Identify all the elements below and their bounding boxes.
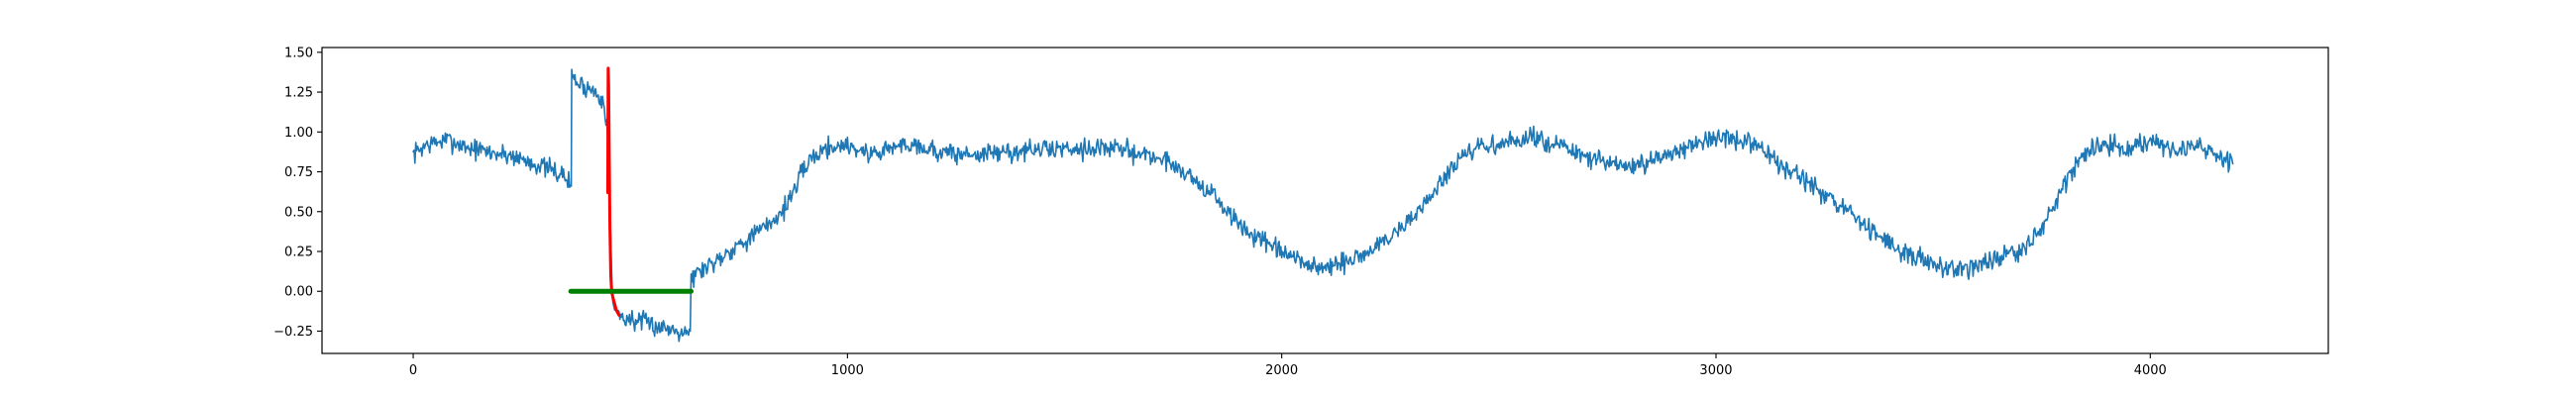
x-tick-label: 2000: [1265, 363, 1298, 378]
x-tick-label: 1000: [831, 363, 864, 378]
x-tick-label: 3000: [1699, 363, 1732, 378]
y-tick-label: 0.50: [284, 205, 313, 220]
series-line-1: [412, 68, 2234, 343]
y-tick-label: 0.25: [284, 246, 313, 260]
y-tick-label: 0.00: [284, 285, 313, 300]
y-tick-label: −0.25: [273, 325, 313, 340]
series-line-2: [605, 66, 621, 317]
x-tick-label: 4000: [2134, 363, 2167, 378]
y-axis: −0.25 0.00 0.25 0.50 0.75 1.00 1.25 1.50: [273, 46, 322, 340]
x-axis: 0 1000 2000 3000 4000: [409, 353, 2167, 378]
series-layer: [412, 66, 2234, 343]
plot-area-frame: [321, 47, 2329, 354]
y-tick-label: 1.50: [284, 46, 313, 60]
x-tick-label: 0: [409, 363, 417, 378]
y-tick-label: 1.25: [284, 86, 313, 101]
y-tick-label: 1.00: [284, 126, 313, 141]
y-tick-label: 0.75: [284, 165, 313, 180]
